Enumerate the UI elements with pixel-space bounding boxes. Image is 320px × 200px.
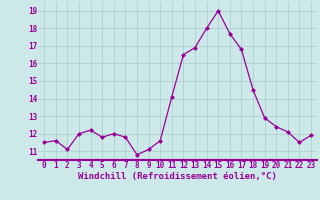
X-axis label: Windchill (Refroidissement éolien,°C): Windchill (Refroidissement éolien,°C): [78, 172, 277, 181]
